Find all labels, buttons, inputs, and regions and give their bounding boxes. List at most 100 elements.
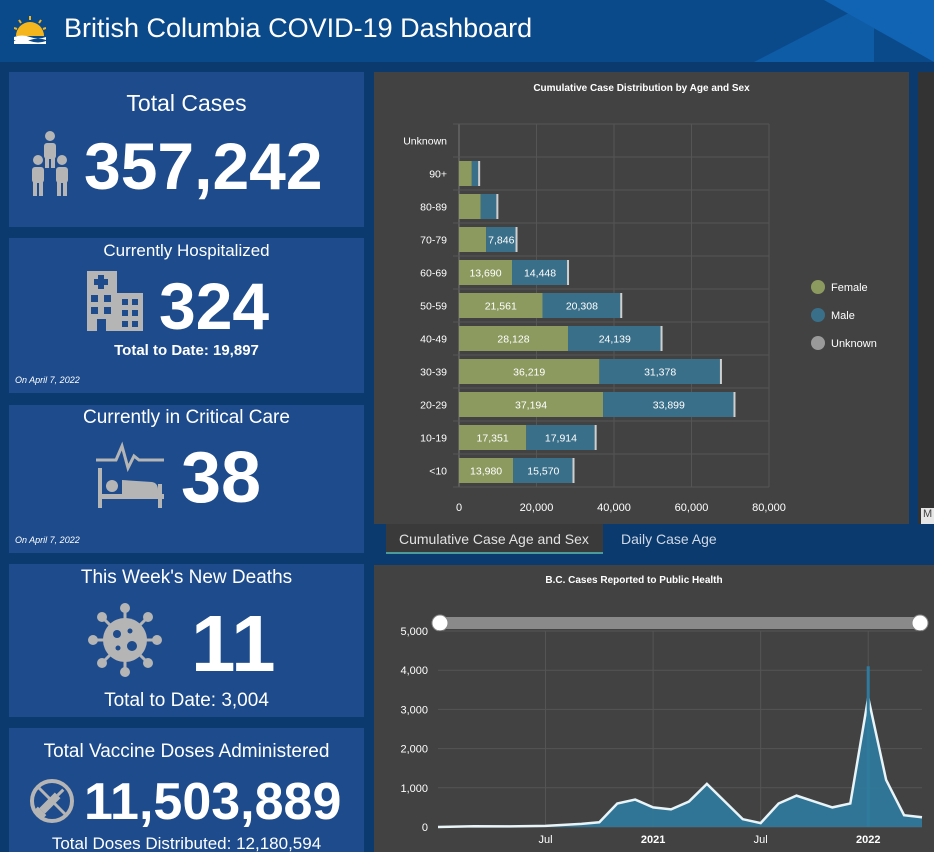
bar-unknown — [660, 326, 663, 351]
x-tick-label: 20,000 — [520, 502, 554, 514]
vaccine-distributed: Total Doses Distributed: 12,180,594 — [51, 834, 322, 852]
daily-cases-chart-title: B.C. Cases Reported to Public Health — [545, 575, 723, 586]
critical-care-value: 38 — [181, 438, 262, 518]
deaths-value: 11 — [191, 599, 276, 688]
virus-icon — [88, 603, 162, 677]
bar-male-label: 20,308 — [566, 301, 598, 313]
map-panel-label: M — [921, 508, 934, 524]
age-sex-bar-chart: 0 20,000 40,000 60,000 80,000 Unknown 90+ 80-89… — [403, 123, 877, 514]
bar-unknown — [572, 458, 575, 483]
x-tick-label: 80,000 — [752, 502, 786, 514]
hospitalized-value: 324 — [159, 269, 270, 343]
legend-swatch — [811, 336, 825, 350]
bar-female-label: 21,561 — [485, 301, 517, 313]
category-label: Unknown — [403, 136, 447, 148]
tab-daily-case-age[interactable]: Daily Case Age — [621, 531, 717, 547]
bar-unknown — [620, 293, 623, 318]
bar-female — [459, 458, 514, 483]
vaccine-syringe-icon — [30, 779, 74, 823]
vaccine-card: Total Vaccine Doses Administered 11,503,… — [9, 728, 364, 852]
deaths-total: Total to Date: 3,004 — [104, 690, 269, 711]
hospital-bed-icon — [96, 441, 164, 508]
vaccine-value: 11,503,889 — [84, 773, 342, 831]
category-label: 40-49 — [420, 334, 447, 346]
header-bar: British Columbia COVID-19 Dashboard — [0, 0, 934, 62]
category-label: 90+ — [429, 169, 447, 181]
bar-male — [513, 458, 574, 483]
legend-label: Female — [831, 282, 868, 294]
daily-cases-area-chart: 0 1,000 2,000 3,000 4,000 5,000 Jul 2021 Jul 2022 — [400, 614, 929, 846]
map-panel-edge — [918, 72, 934, 524]
bar-female — [459, 359, 600, 384]
bar-unknown — [496, 194, 499, 219]
bar-male-label: 15,570 — [527, 466, 559, 478]
dashboard-title: British Columbia COVID-19 Dashboard — [64, 13, 533, 43]
x-tick-label: 60,000 — [675, 502, 709, 514]
tab-cumulative-case-age-sex[interactable]: Cumulative Case Age and Sex — [386, 524, 603, 554]
bar-female — [459, 425, 527, 450]
slider-handle-left — [431, 614, 449, 632]
bar-male — [567, 326, 662, 351]
x-tick-label: 40,000 — [597, 502, 631, 514]
y-tick-label: 5,000 — [400, 626, 428, 638]
legend-swatch — [811, 280, 825, 294]
x-tick-label: Jul — [754, 834, 768, 846]
date-range-slider — [440, 617, 920, 629]
bar-male-label: 24,139 — [599, 334, 631, 346]
hospitalized-total: Total to Date: 19,897 — [114, 342, 259, 359]
y-tick-label: 0 — [422, 822, 428, 834]
bar-female-label: 17,351 — [477, 433, 509, 445]
total-cases-title: Total Cases — [126, 90, 247, 116]
legend-swatch — [811, 308, 825, 322]
bar-female-label: 36,219 — [513, 367, 545, 379]
bc-sun-logo-icon — [14, 16, 46, 44]
vaccine-title: Total Vaccine Doses Administered — [43, 741, 330, 762]
age-sex-chart-panel: Cumulative Case Distribution by Age and … — [374, 72, 909, 524]
daily-cases-area — [438, 697, 922, 827]
bar-female — [459, 293, 543, 318]
critical-care-title: Currently in Critical Care — [83, 407, 290, 428]
bar-female — [459, 392, 604, 417]
bar-female-label: 13,980 — [470, 466, 502, 478]
bar-unknown — [478, 161, 481, 186]
slider-handle-right — [911, 614, 929, 632]
bar-female-label: 28,128 — [497, 334, 529, 346]
bar-male-label: 7,846 — [488, 235, 514, 247]
hospitalized-date-note: On April 7, 2022 — [15, 375, 80, 385]
total-cases-value: 357,242 — [84, 129, 323, 203]
y-tick-label: 2,000 — [400, 744, 428, 756]
x-tick-label: Jul — [539, 834, 553, 846]
bar-unknown — [719, 359, 722, 384]
x-tick-label: 2022 — [856, 834, 880, 846]
legend-label: Male — [831, 310, 855, 322]
hospitalized-title: Currently Hospitalized — [103, 241, 270, 260]
bar-male — [542, 293, 622, 318]
bar-male-label: 31,378 — [644, 367, 676, 379]
bar-unknown — [733, 392, 736, 417]
hospital-icon — [87, 271, 143, 331]
bar-male-label: 14,448 — [524, 268, 556, 280]
y-tick-label: 1,000 — [400, 783, 428, 795]
y-tick-label: 3,000 — [400, 704, 428, 716]
bar-male — [512, 260, 569, 285]
x-tick-label: 0 — [456, 502, 462, 514]
bar-male — [526, 425, 596, 450]
bar-male — [480, 194, 498, 219]
daily-cases-chart-panel: B.C. Cases Reported to Public Health 0 1,… — [374, 565, 934, 852]
critical-care-card: Currently in Critical Care 38 On April 7… — [9, 405, 364, 553]
deaths-title: This Week's New Deaths — [80, 567, 293, 588]
bar-unknown — [515, 227, 518, 252]
total-cases-card: Total Cases 357,242 — [9, 72, 364, 227]
bar-unknown — [567, 260, 570, 285]
hospitalized-card: Currently Hospitalized 324 Total to Date… — [9, 238, 364, 393]
bar-female — [459, 194, 481, 219]
category-label: 60-69 — [420, 268, 447, 280]
peak-daily-bar — [866, 666, 870, 827]
age-sex-chart-title: Cumulative Case Distribution by Age and … — [533, 83, 750, 94]
category-label: 30-39 — [420, 367, 447, 379]
seven-day-average-line — [437, 697, 923, 829]
category-label: <10 — [429, 466, 447, 478]
y-tick-label: 4,000 — [400, 665, 428, 677]
bar-female — [459, 260, 513, 285]
